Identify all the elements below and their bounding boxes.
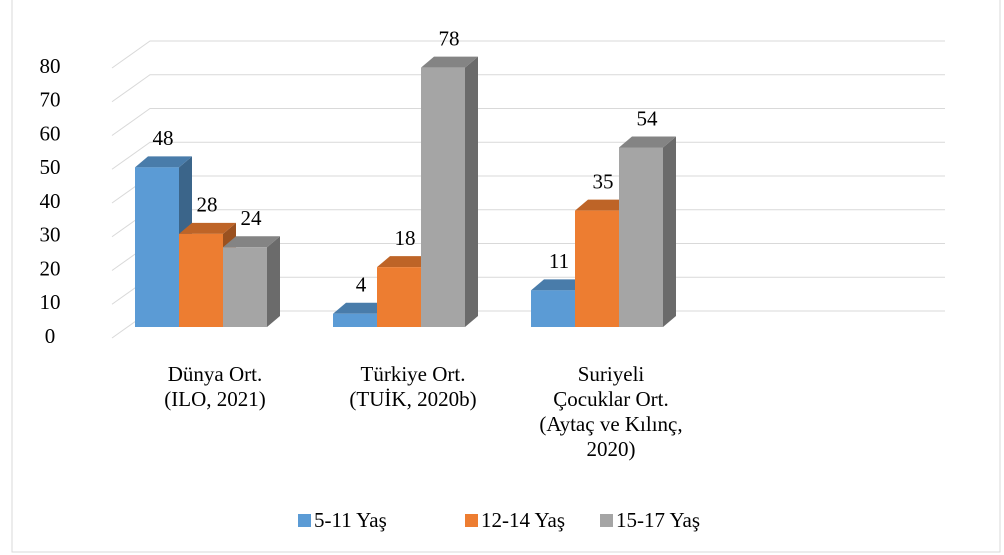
y-tick-label: 30 — [40, 223, 61, 247]
bar-top — [531, 279, 588, 291]
bar — [619, 136, 676, 327]
bar-side — [267, 236, 280, 327]
bar-front — [135, 167, 179, 327]
data-label: 28 — [197, 193, 218, 217]
y-tick-label: 50 — [40, 155, 61, 179]
bar — [223, 236, 280, 327]
bar-top — [135, 156, 192, 168]
bar-top — [333, 302, 390, 314]
legend-label: 15-17 Yaş — [616, 508, 700, 532]
grid-line — [111, 141, 945, 170]
data-label: 24 — [241, 206, 263, 230]
y-tick-label: 60 — [40, 121, 61, 145]
y-tick-label: 40 — [40, 189, 61, 213]
bar-front — [421, 67, 465, 328]
x-tick-label: Dünya Ort. (ILO, 2021) — [164, 362, 265, 411]
bar-top — [619, 136, 676, 148]
y-tick-label: 10 — [40, 290, 61, 314]
bar-top — [421, 56, 478, 68]
bar-top — [223, 236, 280, 248]
data-label: 18 — [395, 226, 416, 250]
data-label: 4 — [356, 273, 367, 297]
x-tick-label: Suriyeli Çocuklar Ort. (Aytaç ve Kılınç, 20… — [539, 362, 682, 461]
bar — [421, 56, 478, 328]
legend-label: 5-11 Yaş — [314, 508, 387, 532]
bar-front — [179, 233, 223, 327]
y-tick-label: 80 — [40, 54, 61, 78]
legend-swatch — [600, 514, 613, 527]
data-label: 48 — [153, 126, 174, 150]
bar-front — [223, 247, 267, 327]
legend-swatch — [298, 514, 311, 527]
bar-top — [575, 199, 632, 211]
grid-line — [111, 108, 945, 136]
grid-line — [111, 40, 945, 69]
data-label: 54 — [637, 106, 659, 130]
bar-side — [663, 136, 676, 327]
grid-line — [111, 74, 945, 103]
bar-top — [179, 222, 236, 234]
data-label: 78 — [439, 26, 460, 50]
bar-front — [333, 313, 377, 327]
bar-front — [575, 210, 619, 327]
y-tick-label: 70 — [40, 88, 61, 112]
bar-top — [377, 256, 434, 268]
bar-side — [465, 56, 478, 328]
bar-front — [619, 147, 663, 327]
data-label: 11 — [549, 249, 569, 273]
bar-front — [377, 267, 421, 327]
x-tick-label: Türkiye Ort. (TUİK, 2020b) — [349, 362, 476, 411]
data-label: 35 — [593, 169, 614, 193]
legend-swatch — [465, 514, 478, 527]
y-tick-label: 20 — [40, 256, 61, 280]
legend-label: 12-14 Yaş — [481, 508, 565, 532]
y-tick-label: 0 — [45, 324, 56, 348]
bar-front — [531, 290, 575, 327]
